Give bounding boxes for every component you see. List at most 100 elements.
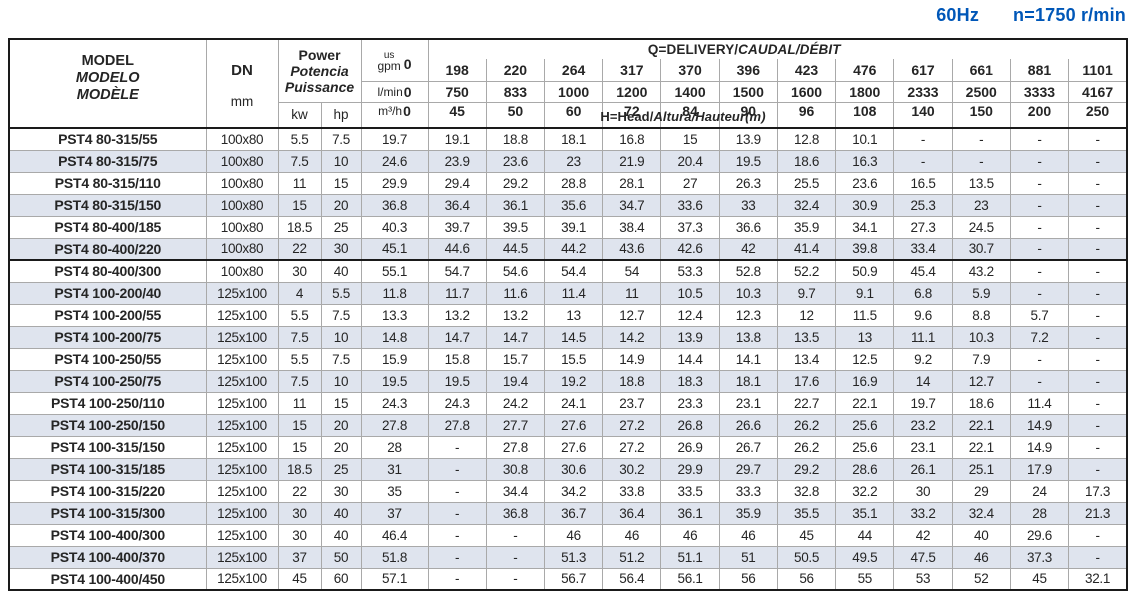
head-value-cell: 14.7 bbox=[485, 325, 545, 349]
head-value-cell: 27.6 bbox=[543, 435, 604, 459]
head-value-cell: 54.7 bbox=[427, 259, 487, 283]
head-value-cell: 23 bbox=[951, 193, 1011, 217]
gpm-flow-value: 370 bbox=[660, 59, 720, 82]
pump-row: PST4 80-315/110 100x80 11 15 29.9 29.4 29.… bbox=[8, 171, 1128, 195]
head-value-cell: 46.4 bbox=[360, 523, 429, 547]
pump-row: PST4 80-315/75 100x80 7.5 10 24.6 23.9 23.… bbox=[8, 149, 1128, 173]
kw-cell: 30 bbox=[277, 501, 322, 525]
head-value-cell: 11.8 bbox=[360, 281, 429, 305]
dn-unit-label: mm bbox=[230, 94, 254, 109]
dn-cell: 100x80 bbox=[205, 149, 279, 173]
kw-header: kw bbox=[277, 101, 322, 129]
m3h-flow-value: 84 bbox=[660, 101, 720, 129]
head-value-cell: 54.4 bbox=[543, 259, 604, 283]
head-value-cell: 46 bbox=[602, 523, 662, 547]
model-cell: PST4 100-250/55 bbox=[8, 347, 207, 371]
pump-performance-table-wrap: MODEL MODELO MODÈLE DN mm Power Potencia… bbox=[8, 38, 1128, 591]
lmin-flow-value: 750 bbox=[427, 80, 487, 103]
head-value-cell: - bbox=[1068, 193, 1128, 217]
head-value-cell: 18.1 bbox=[718, 369, 778, 393]
head-value-cell: 33.5 bbox=[660, 479, 720, 503]
dn-cell: 100x80 bbox=[205, 259, 279, 283]
head-value-cell: 32.1 bbox=[1068, 567, 1128, 591]
head-value-cell: - bbox=[1068, 171, 1128, 195]
kw-cell: 45 bbox=[277, 567, 322, 591]
model-cell: PST4 100-315/220 bbox=[8, 479, 207, 503]
lmin-flow-value: 1400 bbox=[660, 80, 720, 103]
head-value-cell: 55.1 bbox=[360, 259, 429, 283]
lmin-flow-value: 833 bbox=[485, 80, 545, 103]
lmin-zero-value: 0 bbox=[403, 83, 412, 100]
head-value-cell: 32.4 bbox=[776, 193, 837, 217]
head-value-cell: 16.9 bbox=[835, 369, 895, 393]
head-value-cell: - bbox=[1068, 325, 1128, 349]
head-value-cell: 43.6 bbox=[602, 237, 662, 261]
head-value-cell: 14.9 bbox=[1009, 435, 1070, 459]
lmin-flow-value: 1600 bbox=[776, 80, 837, 103]
pump-performance-table: MODEL MODELO MODÈLE DN mm Power Potencia… bbox=[8, 38, 1128, 591]
head-value-cell: 13.2 bbox=[427, 303, 487, 327]
head-value-cell: 18.8 bbox=[602, 369, 662, 393]
head-value-cell: 30 bbox=[893, 479, 953, 503]
head-value-cell: 35.6 bbox=[543, 193, 604, 217]
head-value-cell: 14.7 bbox=[427, 325, 487, 349]
head-value-cell: - bbox=[1068, 215, 1128, 239]
model-cell: PST4 100-400/450 bbox=[8, 567, 207, 591]
lmin-unit-header: l/min 0 bbox=[360, 80, 429, 103]
head-value-cell: 13.2 bbox=[485, 303, 545, 327]
pump-row: PST4 100-315/300 125x100 30 40 37-36.8 36… bbox=[8, 501, 1128, 525]
head-value-cell: 40.3 bbox=[360, 215, 429, 239]
model-cell: PST4 80-400/300 bbox=[8, 259, 207, 283]
head-value-cell: 36.4 bbox=[602, 501, 662, 525]
head-value-cell: 28 bbox=[360, 435, 429, 459]
head-value-cell: 13.9 bbox=[718, 127, 778, 151]
head-value-cell: 14.8 bbox=[360, 325, 429, 349]
head-value-cell: - bbox=[1068, 369, 1128, 393]
lmin-flow-value: 1500 bbox=[718, 80, 778, 103]
head-value-cell: 45 bbox=[776, 523, 837, 547]
head-value-cell: 19.2 bbox=[543, 369, 604, 393]
head-value-cell: 10.1 bbox=[835, 127, 895, 151]
head-value-cell: 19.5 bbox=[718, 149, 778, 173]
model-cell: PST4 80-315/110 bbox=[8, 171, 207, 195]
m3h-unit-header: m³/h 0 bbox=[360, 101, 429, 129]
head-value-cell: 18.6 bbox=[776, 149, 837, 173]
head-value-cell: 12.4 bbox=[660, 303, 720, 327]
head-value-cell: 29.9 bbox=[660, 457, 720, 481]
kw-cell: 7.5 bbox=[277, 325, 322, 349]
lmin-unit-label: l/min bbox=[377, 84, 403, 99]
head-value-cell: 34.1 bbox=[835, 215, 895, 239]
head-value-cell: 53.3 bbox=[660, 259, 720, 283]
kw-cell: 37 bbox=[277, 545, 322, 569]
gpm-flow-value: 396 bbox=[718, 59, 778, 82]
head-value-cell: 21.9 bbox=[602, 149, 662, 173]
dn-column-header: DN mm bbox=[205, 38, 279, 129]
head-value-cell: - bbox=[427, 523, 487, 547]
head-value-cell: 52 bbox=[951, 567, 1011, 591]
head-value-cell: 5.9 bbox=[951, 281, 1011, 305]
head-value-cell: 14.9 bbox=[1009, 413, 1070, 437]
model-label-fr: MODÈLE bbox=[76, 87, 139, 103]
head-value-cell: 14.4 bbox=[660, 347, 720, 371]
head-value-cell: 26.7 bbox=[718, 435, 778, 459]
head-value-cell: 19.1 bbox=[427, 127, 487, 151]
us-gpm-unit-label: us gpm bbox=[377, 50, 401, 74]
head-value-cell: 18.3 bbox=[660, 369, 720, 393]
dn-cell: 125x100 bbox=[205, 391, 279, 415]
m3h-flow-value: 108 bbox=[835, 101, 895, 129]
head-value-cell: 18.6 bbox=[951, 391, 1011, 415]
lmin-flow-value: 1800 bbox=[835, 80, 895, 103]
head-value-cell: - bbox=[1068, 457, 1128, 481]
head-value-cell: 29.6 bbox=[1009, 523, 1070, 547]
kw-cell: 7.5 bbox=[277, 369, 322, 393]
kw-cell: 22 bbox=[277, 479, 322, 503]
head-value-cell: 27.8 bbox=[427, 413, 487, 437]
head-value-cell: 44.2 bbox=[543, 237, 604, 261]
head-value-cell: 33.2 bbox=[893, 501, 953, 525]
pump-row: PST4 100-200/40 125x100 4 5.5 11.8 11.7 11… bbox=[8, 281, 1128, 305]
head-value-cell: 27.8 bbox=[360, 413, 429, 437]
m3h-flow-value: 150 bbox=[951, 101, 1011, 129]
dn-cell: 125x100 bbox=[205, 303, 279, 327]
model-cell: PST4 100-200/75 bbox=[8, 325, 207, 349]
head-value-cell: 36.8 bbox=[360, 193, 429, 217]
